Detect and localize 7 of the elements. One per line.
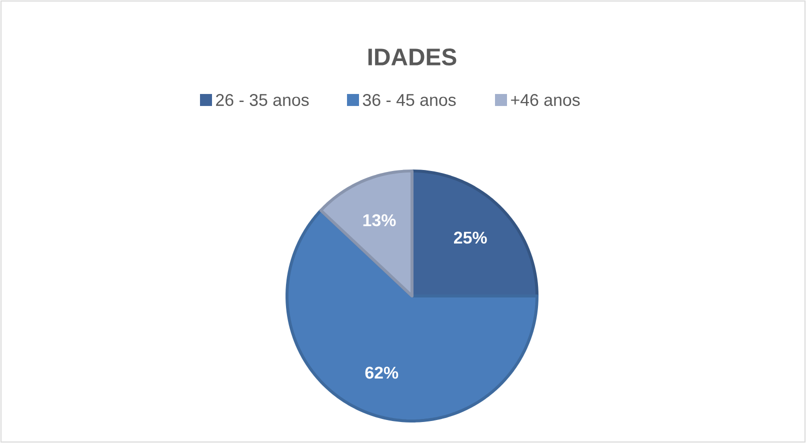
chart-title: IDADES — [368, 48, 456, 66]
data-label: 13% — [363, 214, 396, 226]
legend-label: 26 - 35 anos — [216, 94, 309, 106]
legend-label: +46 anos — [511, 94, 580, 106]
data-label: 25% — [454, 232, 487, 244]
data-label: 62% — [365, 366, 398, 379]
legend-label: 36 - 45 anos — [362, 94, 456, 106]
